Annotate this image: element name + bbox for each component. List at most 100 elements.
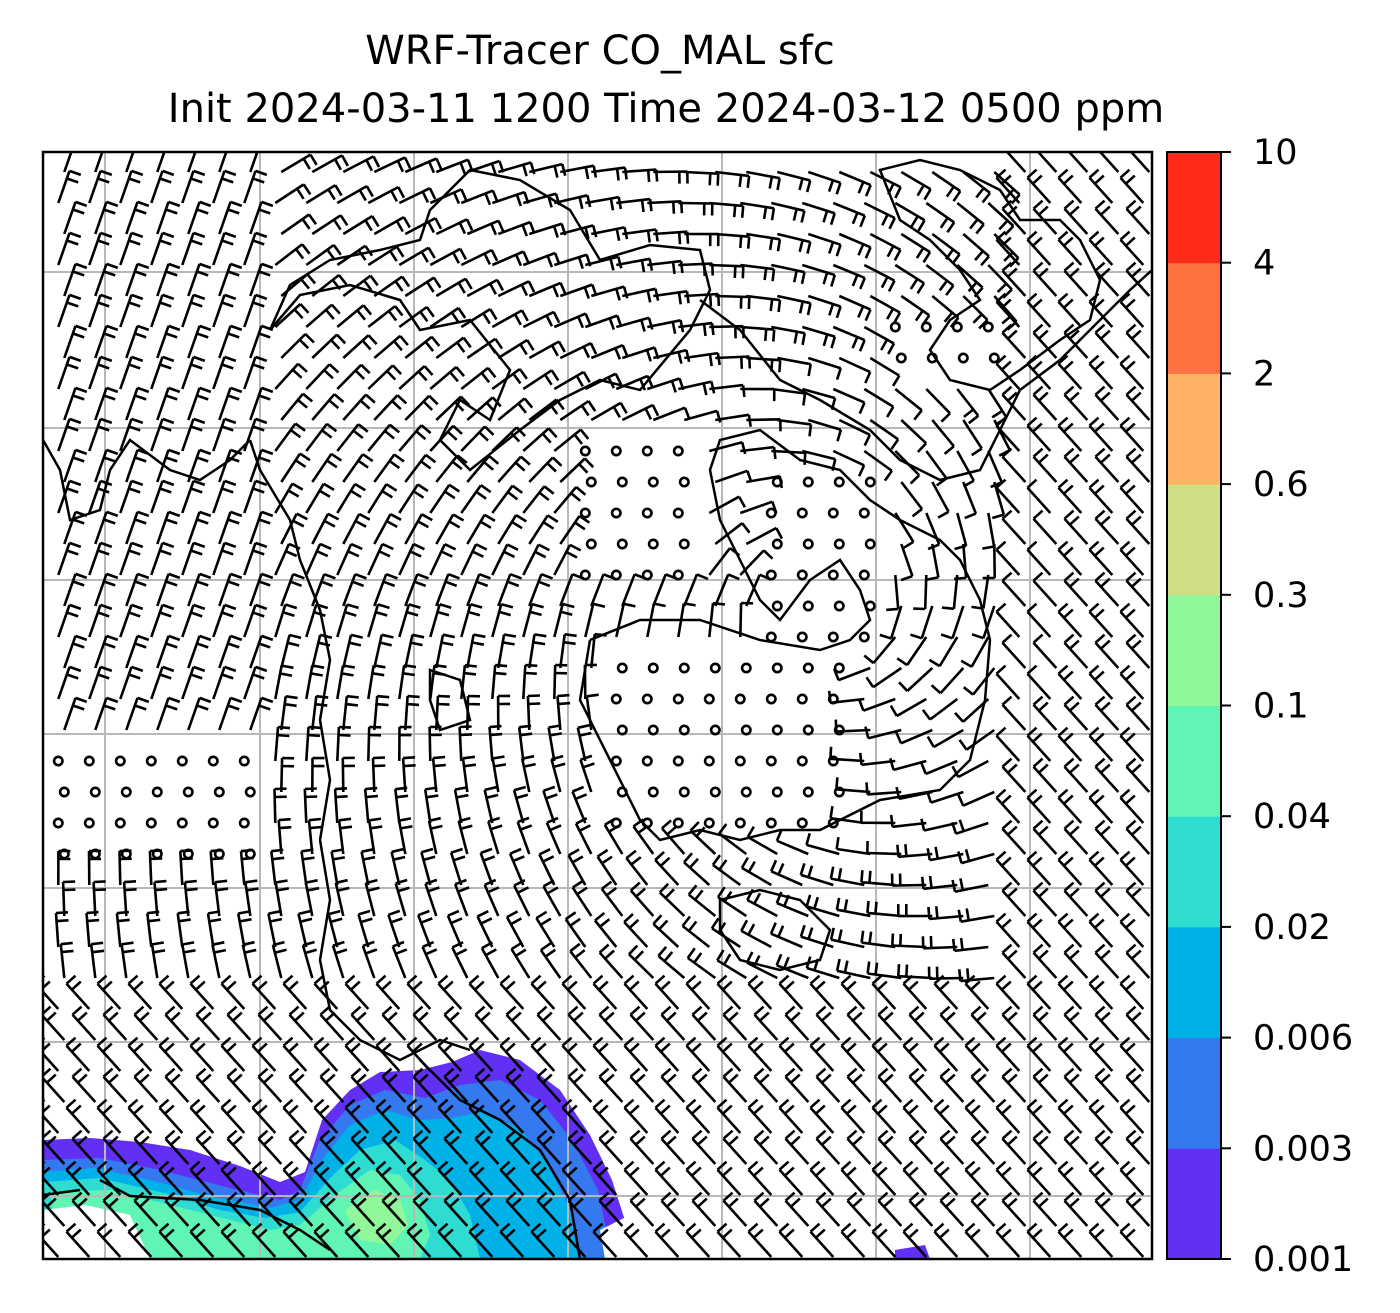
wind-barb — [926, 543, 940, 581]
wind-barb — [739, 549, 774, 576]
wind-barb — [226, 1005, 252, 1041]
wind-barb — [449, 847, 466, 886]
wind-barb — [344, 1098, 370, 1134]
wind-barb — [344, 1222, 370, 1258]
wind-barb — [708, 601, 726, 638]
wind-barb — [1032, 199, 1058, 235]
colorbar-segment — [1167, 816, 1221, 928]
wind-barb — [505, 1067, 531, 1103]
wind-barb — [863, 449, 893, 482]
wind-barb — [517, 724, 533, 762]
wind-barb — [342, 633, 363, 669]
wind-barb — [683, 852, 711, 886]
wind-barb — [153, 879, 168, 917]
wind-barb — [689, 821, 717, 855]
calm-wind-circle — [610, 445, 622, 457]
calm-wind-circle — [796, 755, 808, 767]
wind-barb — [87, 849, 102, 886]
wind-barb — [962, 295, 989, 330]
wind-barb — [708, 441, 747, 455]
wind-barb — [745, 526, 784, 546]
wind-barb — [336, 363, 371, 390]
wind-barb — [212, 293, 237, 328]
wind-barb — [43, 1191, 66, 1227]
wind-barb — [775, 891, 809, 918]
wind-barb — [863, 387, 895, 418]
wind-barb — [189, 1222, 215, 1258]
wind-barb — [522, 427, 558, 452]
wind-barb — [815, 1005, 841, 1041]
wind-barb — [1088, 912, 1114, 948]
wind-barb — [435, 454, 468, 483]
wind-barb — [561, 1036, 587, 1072]
wind-barb — [63, 324, 88, 359]
wind-barb — [832, 666, 871, 682]
wind-barb — [63, 152, 84, 173]
wind-barb — [807, 294, 842, 319]
wind-barb — [305, 243, 342, 267]
wind-barb — [746, 294, 782, 313]
wind-barb — [280, 273, 317, 297]
wind-barb — [863, 325, 896, 355]
wind-barb — [1125, 819, 1151, 855]
wind-barb — [158, 1098, 184, 1134]
wind-barb — [1057, 1160, 1083, 1196]
calm-wind-circle — [145, 817, 157, 829]
wind-barb — [956, 264, 984, 298]
wind-barb — [784, 1191, 810, 1227]
wind-barb — [1001, 1067, 1027, 1103]
wind-barb — [63, 696, 88, 731]
wind-barb — [592, 1160, 618, 1196]
wind-barb — [709, 201, 745, 218]
wind-barb — [249, 510, 274, 545]
wind-barb — [964, 1222, 990, 1258]
wind-barb — [1119, 1222, 1145, 1258]
wind-barb — [593, 911, 618, 948]
calm-wind-circle — [827, 755, 839, 767]
wind-barb — [1026, 1098, 1052, 1134]
wind-barb — [530, 1036, 556, 1072]
wind-barb — [569, 942, 593, 979]
wind-barb — [939, 1191, 965, 1227]
wind-barb — [342, 393, 376, 421]
wind-barb — [119, 417, 144, 452]
wind-barb — [709, 263, 745, 279]
wind-barb — [381, 1005, 407, 1041]
calm-wind-circle — [672, 445, 684, 457]
wind-barb — [846, 1191, 872, 1227]
wind-barb — [282, 1160, 308, 1196]
wind-barb — [971, 574, 990, 610]
wind-barb — [398, 187, 437, 205]
wind-barb — [1001, 1005, 1027, 1041]
wind-barb — [1026, 1160, 1052, 1196]
wind-barb — [327, 909, 343, 948]
wind-barb — [497, 572, 523, 607]
calm-wind-circle — [182, 786, 194, 798]
wind-barb — [1063, 1005, 1089, 1041]
wind-barb — [164, 1005, 190, 1041]
wind-barb — [150, 169, 175, 204]
wind-barb — [1057, 416, 1083, 452]
wind-barb — [421, 940, 438, 979]
wind-barb — [622, 228, 659, 243]
wind-barb — [57, 417, 82, 452]
wind-barb — [590, 343, 629, 360]
wind-barb — [61, 880, 76, 917]
wind-barb — [1032, 323, 1058, 359]
wind-barb — [466, 572, 491, 607]
wind-barb — [1119, 540, 1145, 576]
wind-barb — [251, 974, 277, 1010]
wind-barb — [181, 355, 206, 390]
wind-barb — [709, 383, 746, 398]
wind-barb — [1094, 1191, 1120, 1227]
calm-wind-circle — [616, 724, 628, 736]
wind-barb — [150, 541, 175, 576]
wind-barb — [995, 726, 1021, 762]
wind-barb — [939, 1005, 965, 1041]
wind-barb — [561, 1098, 587, 1134]
wind-barb — [249, 200, 274, 235]
wind-barb — [443, 1191, 469, 1227]
wind-barb — [957, 849, 995, 865]
wind-barb — [771, 449, 807, 465]
wind-barb — [528, 572, 554, 607]
